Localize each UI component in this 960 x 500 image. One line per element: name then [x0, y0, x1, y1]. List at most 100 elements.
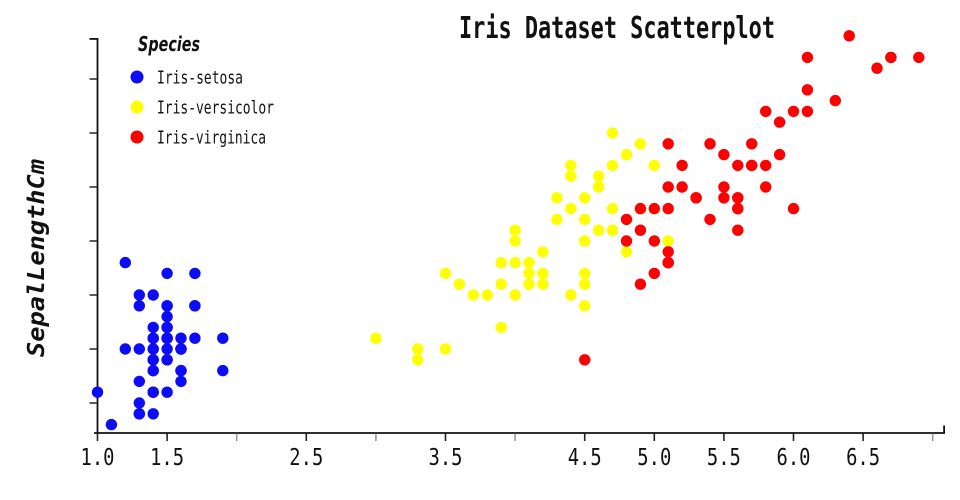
- point-iris-versicolor: [579, 300, 591, 312]
- y-axis-label: SepalLengthCm: [24, 159, 50, 357]
- point-iris-setosa: [147, 332, 159, 344]
- legend-swatch-iris-virginica: [130, 130, 144, 144]
- point-iris-setosa: [175, 364, 187, 377]
- point-iris-setosa: [133, 300, 145, 312]
- point-iris-setosa: [175, 332, 187, 344]
- point-iris-versicolor: [634, 138, 647, 150]
- point-iris-versicolor: [592, 170, 605, 182]
- point-iris-setosa: [189, 300, 201, 312]
- point-iris-virginica: [829, 94, 841, 107]
- point-iris-versicolor: [509, 289, 521, 301]
- x-tick-label: 1.5: [150, 445, 184, 471]
- point-iris-virginica: [676, 159, 688, 172]
- legend-swatch-iris-versicolor: [130, 100, 144, 114]
- point-iris-setosa: [133, 343, 145, 355]
- point-iris-setosa: [91, 386, 104, 398]
- point-iris-versicolor: [439, 267, 452, 280]
- point-iris-setosa: [133, 375, 145, 388]
- point-iris-virginica: [579, 354, 591, 366]
- legend-title: Species: [138, 32, 200, 56]
- point-iris-virginica: [662, 202, 674, 215]
- point-iris-setosa: [147, 321, 159, 334]
- point-iris-versicolor: [412, 343, 424, 355]
- point-iris-versicolor: [565, 170, 577, 182]
- point-iris-virginica: [732, 202, 744, 215]
- point-iris-setosa: [147, 289, 159, 301]
- point-iris-virginica: [634, 224, 647, 236]
- point-iris-virginica: [746, 159, 758, 172]
- point-iris-virginica: [620, 235, 633, 247]
- point-iris-versicolor: [620, 148, 633, 161]
- point-iris-virginica: [760, 181, 772, 193]
- point-iris-virginica: [760, 105, 772, 118]
- x-tick-label: 3.5: [429, 445, 463, 471]
- point-iris-virginica: [773, 148, 786, 161]
- point-iris-versicolor: [481, 289, 493, 301]
- point-iris-virginica: [787, 105, 800, 118]
- legend: Species Iris-setosa Iris-versicolor Iris-v…: [130, 32, 274, 149]
- point-iris-versicolor: [579, 267, 591, 280]
- point-iris-versicolor: [509, 235, 521, 247]
- point-iris-virginica: [648, 202, 660, 215]
- point-iris-versicolor: [509, 256, 521, 269]
- point-iris-virginica: [718, 181, 730, 193]
- point-iris-setosa: [161, 354, 173, 366]
- point-iris-versicolor: [551, 213, 563, 226]
- point-iris-virginica: [634, 202, 647, 215]
- point-iris-versicolor: [537, 267, 549, 280]
- point-iris-setosa: [161, 386, 173, 398]
- point-iris-versicolor: [565, 202, 577, 215]
- point-iris-versicolor: [606, 202, 619, 215]
- point-iris-virginica: [662, 138, 674, 150]
- point-iris-virginica: [773, 116, 786, 128]
- legend-swatch-iris-setosa: [130, 70, 144, 84]
- point-iris-versicolor: [495, 321, 507, 334]
- legend-item-label: Iris-virginica: [157, 128, 266, 149]
- point-iris-setosa: [217, 364, 229, 377]
- point-iris-setosa: [161, 343, 173, 355]
- point-iris-setosa: [105, 418, 118, 431]
- point-iris-versicolor: [523, 256, 535, 269]
- point-iris-versicolor: [523, 278, 535, 290]
- point-iris-virginica: [620, 213, 633, 226]
- point-iris-virginica: [913, 51, 925, 64]
- point-iris-virginica: [662, 246, 674, 258]
- x-tick-label: 4.5: [568, 445, 602, 471]
- point-iris-virginica: [732, 192, 744, 204]
- point-iris-setosa: [189, 332, 201, 344]
- point-iris-versicolor: [439, 343, 452, 355]
- point-iris-virginica: [746, 138, 758, 150]
- point-iris-versicolor: [565, 289, 577, 301]
- point-iris-versicolor: [565, 159, 577, 172]
- point-iris-virginica: [801, 105, 814, 118]
- point-iris-versicolor: [495, 256, 507, 269]
- point-iris-virginica: [801, 51, 814, 64]
- point-iris-versicolor: [495, 278, 507, 290]
- point-iris-versicolor: [579, 235, 591, 247]
- point-iris-versicolor: [509, 224, 521, 236]
- point-iris-setosa: [119, 256, 131, 269]
- x-tick-label: 1.0: [81, 445, 115, 471]
- point-iris-setosa: [147, 343, 159, 355]
- point-iris-virginica: [718, 192, 730, 204]
- x-tick-label: 5.5: [707, 445, 741, 471]
- point-iris-versicolor: [412, 354, 424, 366]
- point-iris-versicolor: [551, 192, 563, 204]
- point-iris-versicolor: [662, 235, 674, 247]
- point-iris-versicolor: [537, 278, 549, 290]
- point-iris-virginica: [871, 62, 883, 74]
- x-tick-label: 5.0: [637, 445, 671, 471]
- point-iris-versicolor: [648, 159, 660, 172]
- point-iris-virginica: [676, 181, 688, 193]
- x-tick-label: 6.0: [777, 445, 811, 471]
- point-iris-versicolor: [523, 267, 535, 280]
- chart-title: Iris Dataset Scatterplot: [459, 11, 775, 46]
- point-iris-setosa: [147, 354, 159, 366]
- point-iris-setosa: [175, 375, 187, 388]
- point-iris-virginica: [662, 181, 674, 193]
- point-iris-versicolor: [606, 127, 619, 139]
- axes: 1.0 1.5 2.5 3.5 4.5 5.0 5.5 6.0 6.5: [81, 38, 945, 471]
- point-iris-setosa: [217, 332, 229, 344]
- point-iris-versicolor: [453, 278, 466, 290]
